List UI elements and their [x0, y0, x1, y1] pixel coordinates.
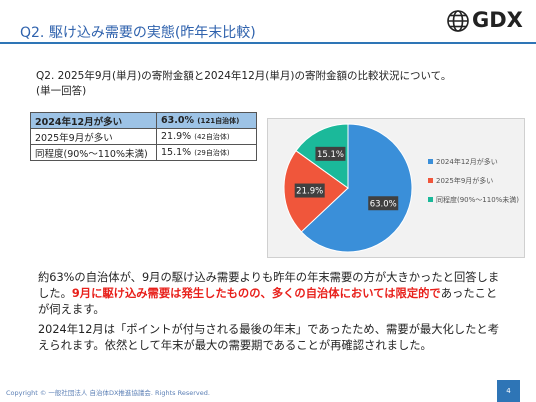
table-cell: 2024年12月が多い: [30, 112, 157, 129]
count: (121自治体): [197, 117, 240, 125]
logo-globe: [447, 10, 469, 32]
question-note: (単一回答): [36, 85, 87, 97]
percent: 63.0%: [161, 115, 194, 126]
legend-swatch: [428, 159, 433, 164]
legend-label: 2024年12月が多い: [436, 157, 498, 166]
table-cell: 63.0% (121自治体): [156, 112, 257, 129]
label-box: [368, 196, 399, 211]
pie-chart: 63.0% 21.9% 15.1% 2024年12月が多い 2025年9月が多い同程度(…: [267, 118, 525, 258]
table: 2024年12月が多い 63.0% (121自治体) 2025年9月が多い 21.9%…: [30, 112, 257, 161]
label-box: [294, 183, 325, 198]
header-rule: [0, 42, 536, 44]
label-box: [315, 146, 346, 161]
text: 約63%の自治体が、9月の駆け込み需要よりも昨年の年末需要の方が大きかったと回答…: [38, 271, 500, 300]
question: Q2. 2025年9月(単月)の寄附金額と2024年12月(単月)の寄附金額の比…: [36, 70, 452, 82]
table-cell: 21.9% (42自治体): [156, 128, 257, 145]
logo-text: GDX: [472, 8, 523, 32]
header-title: Q2. 駆け込み需要の実態(昨年末比較): [20, 25, 256, 41]
percent: 21.9%: [161, 131, 192, 142]
page-number: 4: [497, 380, 520, 402]
table-row: 同程度(90%～110%未満) 15.1% (29自治体): [30, 144, 257, 161]
paragraph: 約63%の自治体が、9月の駆け込み需要よりも昨年の年末需要の方が大きかったと回答…: [38, 270, 508, 318]
legend-swatch: [428, 178, 433, 183]
table-cell: 2025年9月が多い: [30, 128, 157, 145]
data-label: 21.9%: [296, 187, 323, 197]
percent: 15.1%: [161, 147, 192, 158]
copyright: Copyright © 一般社団法人 自治体DX推進協議会. Rights Re…: [6, 389, 210, 397]
data-label: 15.1%: [317, 150, 344, 160]
table-cell: 同程度(90%～110%未満): [30, 144, 157, 161]
table-row: 2024年12月が多い 63.0% (121自治体): [30, 112, 257, 129]
pie-slice: [300, 123, 413, 253]
table-row: 2025年9月が多い 21.9% (42自治体): [30, 128, 257, 145]
paragraph: 2024年12月は「ポイントが付与される最後の年末」であったため、需要が最大化し…: [38, 323, 499, 352]
legend-label: 2025年9月が多い: [436, 176, 493, 185]
legend-label: 同程度(90%～110%未満): [436, 195, 519, 204]
count: (29自治体): [194, 149, 230, 157]
data-label: 63.0%: [370, 199, 397, 209]
table-cell: 15.1% (29自治体): [156, 144, 257, 161]
legend-swatch: [428, 197, 433, 202]
highlight: 9月に駆け込み需要は発生したものの、多くの自治体においては限定的で: [71, 287, 441, 300]
text: あったことが伺えます。: [38, 287, 498, 316]
count: (42自治体): [194, 133, 230, 141]
